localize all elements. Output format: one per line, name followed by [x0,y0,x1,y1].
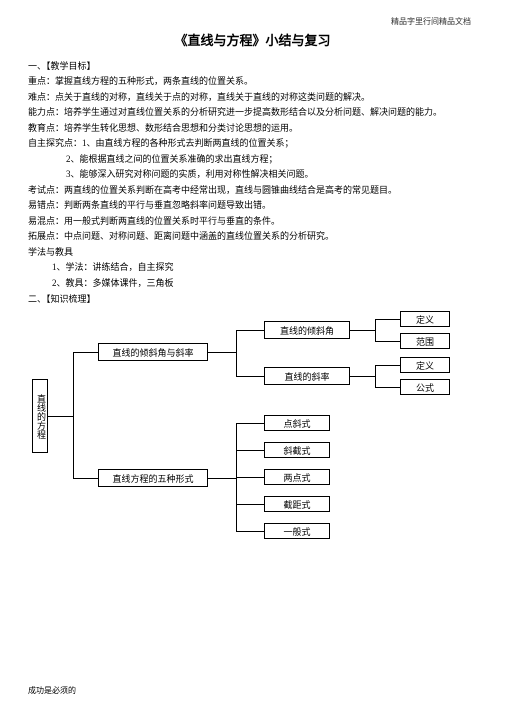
section2-heading: 二、【知识梳理】 [28,292,477,305]
line-xuefa1: 1、学法：讲练结合，自主探究 [28,261,477,275]
node-branch2: 直线方程的五种形式 [98,469,208,487]
label: 重点： [28,76,55,86]
node-b2-l4: 截距式 [264,496,330,512]
label: 难点： [28,92,55,102]
node-leaf-dingyi1: 定义 [400,311,450,327]
page-title: 《直线与方程》小结与复习 [28,30,477,49]
line-yicuo: 易错点：判断两条直线的平行与垂直忽略斜率问题导致出错。 [28,199,477,213]
label: 易混点： [28,216,64,226]
label: 考试点： [28,185,64,195]
line-nengli: 能力点：培养学生通过对直线位置关系的分析研究进一步提高数形结合以及分析问题、解决… [28,106,477,120]
line-jiaoyu: 教育点：培养学生转化思想、数形结合思想和分类讨论思想的运用。 [28,122,477,136]
node-b2-l5: 一般式 [264,523,330,539]
line-zizhu3: 3、能够深入研究对称问题的实质，利用对称性解决相关问题。 [28,168,477,182]
text: 判断两条直线的平行与垂直忽略斜率问题导致出错。 [64,200,271,210]
node-leaf-dingyi2: 定义 [400,357,450,373]
node-b1-sub2: 直线的斜率 [264,367,350,385]
node-root: 直线的方程 [32,379,48,453]
label: 拓展点： [28,231,64,241]
node-leaf-fanwei: 范围 [400,333,450,349]
line-nandian: 难点：点关于直线的对称，直线关于点的对称，直线关于直线的对称这类问题的解决。 [28,91,477,105]
text: 掌握直线方程的五种形式，两条直线的位置关系。 [55,76,253,86]
line-xuefa-heading: 学法与教具 [28,246,477,260]
text: 1、由直线方程的各种形式去判断两直线的位置关系； [82,138,294,148]
header-right: 精品字里行间精品文档 [391,16,471,27]
text: 用一般式判断两直线的位置关系时平行与垂直的条件。 [64,216,280,226]
line-kaoshi: 考试点：两直线的位置关系判断在高考中经常出现，直线与圆锥曲线结合是高考的常见题目… [28,184,477,198]
node-b1-sub1: 直线的倾斜角 [264,321,350,339]
text: 培养学生通过对直线位置关系的分析研究进一步提高数形结合以及分析问题、解决问题的能… [64,107,442,117]
node-b2-l1: 点斜式 [264,415,330,431]
label: 教育点： [28,123,64,133]
label: 能力点： [28,107,64,117]
text: 中点问题、对称问题、距离问题中涵盖的直线位置关系的分析研究。 [64,231,334,241]
line-xuefa2: 2、教具：多媒体课件，三角板 [28,277,477,291]
line-zhongdian: 重点：掌握直线方程的五种形式，两条直线的位置关系。 [28,75,477,89]
node-b2-l2: 斜截式 [264,442,330,458]
text: 两直线的位置关系判断在高考中经常出现，直线与圆锥曲线结合是高考的常见题目。 [64,185,397,195]
label: 自主探究点： [28,138,82,148]
text: 培养学生转化思想、数形结合思想和分类讨论思想的运用。 [64,123,298,133]
section1-heading: 一、【教学目标】 [28,59,477,72]
line-tuozhan: 拓展点：中点问题、对称问题、距离问题中涵盖的直线位置关系的分析研究。 [28,230,477,244]
concept-diagram: 直线的方程 直线的倾斜角与斜率 直线方程的五种形式 直线的倾斜角 直线的斜率 定… [28,311,478,561]
line-zizhu2: 2、能根据直线之间的位置关系准确的求出直线方程； [28,153,477,167]
line-yihun: 易混点：用一般式判断两直线的位置关系时平行与垂直的条件。 [28,215,477,229]
node-b2-l3: 两点式 [264,469,330,485]
line-zizhu: 自主探究点：1、由直线方程的各种形式去判断两直线的位置关系； [28,137,477,151]
footer: 成功是必须的 [28,685,76,696]
node-branch1: 直线的倾斜角与斜率 [98,343,208,361]
text: 点关于直线的对称，直线关于点的对称，直线关于直线的对称这类问题的解决。 [55,92,370,102]
label: 易错点： [28,200,64,210]
node-leaf-gongshi: 公式 [400,379,450,395]
